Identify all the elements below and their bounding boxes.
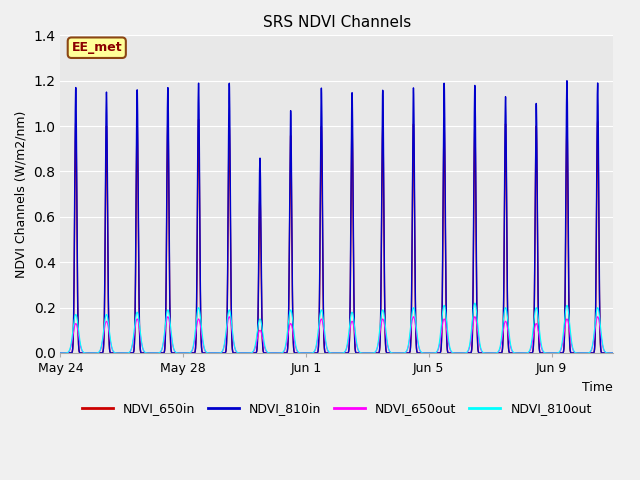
NDVI_810in: [557, 350, 564, 356]
NDVI_810in: [175, 350, 182, 356]
NDVI_650in: [401, 350, 408, 356]
NDVI_650in: [175, 350, 183, 356]
NDVI_650out: [175, 350, 182, 356]
NDVI_810in: [563, 78, 571, 84]
NDVI_650out: [390, 350, 398, 356]
NDVI_650in: [609, 350, 617, 356]
X-axis label: Time: Time: [582, 381, 613, 394]
NDVI_650out: [211, 350, 219, 356]
NDVI_810out: [175, 350, 182, 356]
NDVI_810out: [609, 350, 617, 356]
Line: NDVI_650out: NDVI_650out: [60, 317, 613, 353]
Line: NDVI_650in: NDVI_650in: [60, 120, 613, 353]
NDVI_650in: [56, 350, 64, 356]
NDVI_650in: [557, 350, 564, 356]
NDVI_810in: [609, 350, 617, 356]
NDVI_650in: [609, 350, 616, 356]
Line: NDVI_810in: NDVI_810in: [60, 81, 613, 353]
NDVI_810in: [609, 350, 616, 356]
NDVI_650in: [211, 350, 219, 356]
Text: EE_met: EE_met: [72, 41, 122, 54]
NDVI_810in: [56, 350, 64, 356]
NDVI_650out: [594, 314, 602, 320]
NDVI_650out: [609, 350, 616, 356]
Y-axis label: NDVI Channels (W/m2/nm): NDVI Channels (W/m2/nm): [15, 110, 28, 278]
NDVI_810in: [390, 350, 398, 356]
NDVI_650in: [164, 117, 172, 122]
NDVI_810out: [56, 350, 64, 356]
NDVI_810in: [211, 350, 219, 356]
NDVI_810in: [401, 350, 408, 356]
NDVI_650out: [557, 348, 564, 354]
NDVI_650out: [56, 350, 64, 356]
NDVI_810out: [471, 300, 479, 306]
NDVI_810out: [211, 350, 219, 356]
Title: SRS NDVI Channels: SRS NDVI Channels: [262, 15, 411, 30]
NDVI_650out: [401, 350, 408, 356]
NDVI_810out: [557, 347, 564, 352]
NDVI_810out: [609, 350, 616, 356]
NDVI_810out: [390, 350, 398, 356]
Line: NDVI_810out: NDVI_810out: [60, 303, 613, 353]
NDVI_650out: [609, 350, 617, 356]
NDVI_810out: [401, 350, 408, 356]
NDVI_650in: [391, 350, 399, 356]
Legend: NDVI_650in, NDVI_810in, NDVI_650out, NDVI_810out: NDVI_650in, NDVI_810in, NDVI_650out, NDV…: [77, 397, 596, 420]
